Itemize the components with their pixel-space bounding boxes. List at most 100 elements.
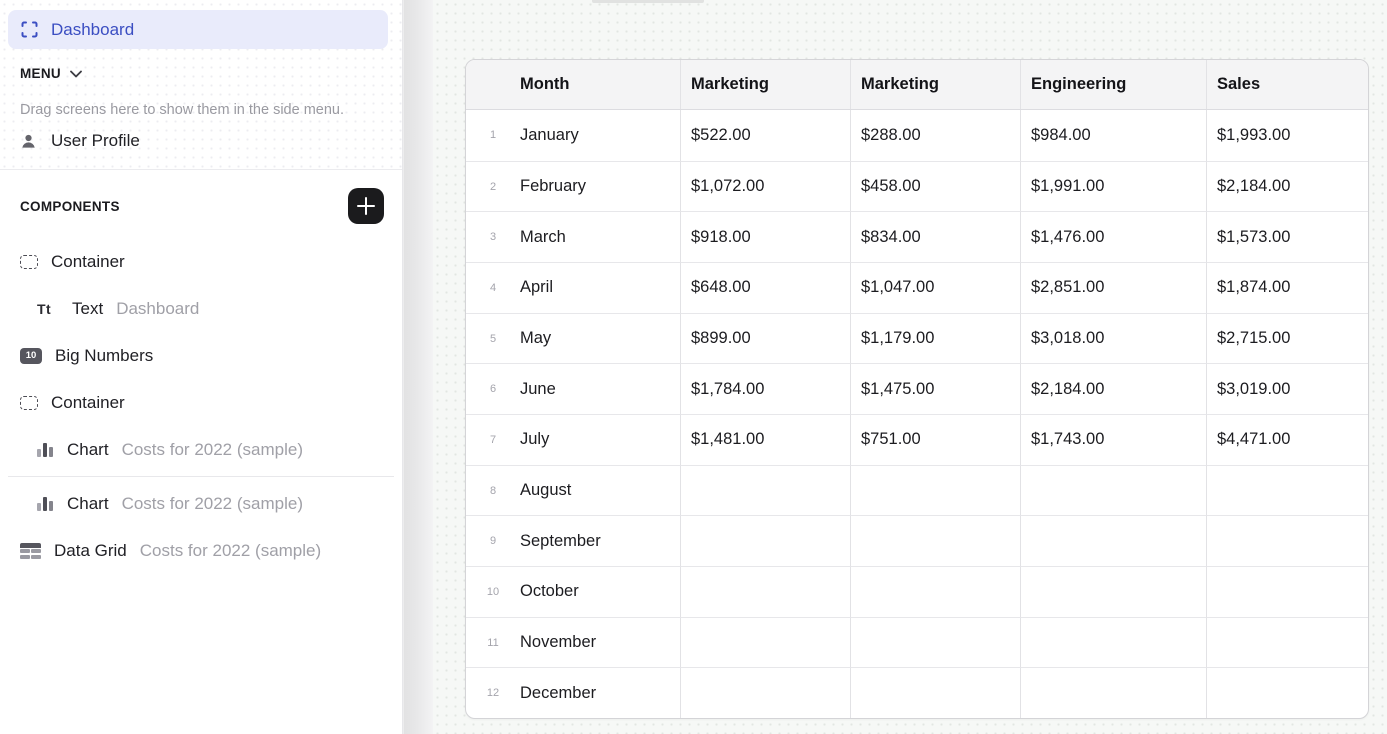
component-item-big-numbers[interactable]: 10 Big Numbers	[0, 332, 402, 379]
component-item-chart[interactable]: Chart Costs for 2022 (sample)	[0, 426, 402, 473]
month-cell[interactable]: 1 January	[466, 110, 680, 161]
table-row: 6 June $1,784.00 $1,475.00 $2,184.00 $3,019.0…	[466, 363, 1368, 415]
value-cell[interactable]	[850, 515, 1020, 567]
component-item-chart[interactable]: Chart Costs for 2022 (sample)	[0, 480, 402, 527]
month-cell[interactable]: 5 May	[466, 312, 680, 364]
value-cell[interactable]: $1,475.00	[850, 363, 1020, 415]
value-cell[interactable]	[1020, 464, 1206, 516]
component-item-text[interactable]: Tt Text Dashboard	[0, 285, 402, 332]
table-row: 7 July $1,481.00 $751.00 $1,743.00 $4,471.00	[466, 414, 1368, 465]
value-cell[interactable]: $918.00	[680, 211, 850, 263]
value-cell[interactable]	[680, 667, 850, 718]
value-cell[interactable]: $1,179.00	[850, 312, 1020, 364]
value-cell[interactable]: $458.00	[850, 160, 1020, 212]
value-cell[interactable]: $522.00	[680, 110, 850, 161]
value-cell[interactable]: $2,851.00	[1020, 262, 1206, 313]
value-cell[interactable]	[1020, 616, 1206, 668]
month-value: March	[520, 227, 566, 246]
month-cell[interactable]: 2 February	[466, 160, 680, 212]
month-value: July	[520, 430, 550, 449]
month-cell[interactable]: 12 December	[466, 667, 680, 718]
value-cell[interactable]	[1206, 464, 1368, 516]
month-cell[interactable]: 9 September	[466, 515, 680, 566]
value-cell[interactable]	[680, 515, 850, 567]
value-cell[interactable]	[1206, 616, 1368, 668]
value-cell[interactable]: $984.00	[1020, 110, 1206, 161]
component-item-container[interactable]: Container	[0, 238, 402, 285]
value-cell[interactable]: $3,019.00	[1206, 363, 1368, 415]
table-row: 12 December	[466, 667, 1368, 718]
value-cell[interactable]: $1,991.00	[1020, 160, 1206, 212]
value-cell[interactable]	[1020, 667, 1206, 718]
screen-item-label: User Profile	[51, 131, 140, 150]
add-component-button[interactable]	[348, 188, 384, 224]
data-grid-component[interactable]: Month Marketing Marketing Engineering Sales …	[465, 59, 1369, 719]
table-header-row: Month Marketing Marketing Engineering Sales	[466, 60, 1368, 110]
chevron-down-icon[interactable]	[70, 70, 82, 78]
value-cell[interactable]	[850, 667, 1020, 718]
screen-item-user-profile[interactable]: User Profile	[20, 131, 140, 151]
value-cell[interactable]	[1206, 566, 1368, 617]
row-number: 6	[489, 383, 497, 396]
value-cell[interactable]	[1020, 515, 1206, 567]
value-cell[interactable]	[850, 616, 1020, 668]
value-cell[interactable]: $1,874.00	[1206, 262, 1368, 313]
value-cell[interactable]: $648.00	[680, 262, 850, 313]
scrollbar-gutter	[403, 0, 433, 734]
value-cell[interactable]: $288.00	[850, 110, 1020, 161]
value-cell[interactable]	[680, 464, 850, 516]
component-item-label: Chart	[67, 439, 109, 459]
row-number: 4	[489, 281, 497, 294]
component-item-label: Data Grid	[54, 540, 127, 560]
value-cell[interactable]: $1,743.00	[1020, 414, 1206, 465]
month-cell[interactable]: 6 June	[466, 363, 680, 414]
value-cell[interactable]: $1,784.00	[680, 363, 850, 415]
row-number: 10	[486, 585, 500, 598]
month-cell[interactable]: 7 July	[466, 414, 680, 465]
value-cell[interactable]: $2,715.00	[1206, 312, 1368, 364]
value-cell[interactable]	[1206, 667, 1368, 718]
value-cell[interactable]: $1,072.00	[680, 160, 850, 212]
value-cell[interactable]: $1,481.00	[680, 414, 850, 465]
row-number: 1	[489, 129, 497, 142]
value-cell[interactable]	[1020, 566, 1206, 617]
component-item-secondary: Costs for 2022 (sample)	[121, 439, 303, 459]
builder-sidebar: Dashboard MENU Drag screens here to show…	[0, 0, 403, 734]
value-cell[interactable]	[680, 616, 850, 668]
column-header-marketing[interactable]: Marketing	[850, 60, 1020, 109]
table-row: 1 January $522.00 $288.00 $984.00 $1,993.00	[466, 110, 1368, 161]
month-cell[interactable]: 3 March	[466, 211, 680, 262]
value-cell[interactable]: $899.00	[680, 312, 850, 364]
month-cell[interactable]: 8 August	[466, 464, 680, 516]
components-section-title: COMPONENTS	[20, 198, 120, 214]
screen-item-label: Dashboard	[51, 19, 135, 39]
value-cell[interactable]: $1,047.00	[850, 262, 1020, 313]
screen-item-dashboard[interactable]: Dashboard	[8, 10, 388, 49]
value-cell[interactable]: $2,184.00	[1020, 363, 1206, 415]
value-cell[interactable]: $4,471.00	[1206, 414, 1368, 465]
value-cell[interactable]: $1,476.00	[1020, 211, 1206, 263]
value-cell[interactable]: $2,184.00	[1206, 160, 1368, 212]
value-cell[interactable]: $834.00	[850, 211, 1020, 263]
component-item-container[interactable]: Container	[0, 379, 402, 426]
table-row: 4 April $648.00 $1,047.00 $2,851.00 $1,874.00	[466, 262, 1368, 313]
value-cell[interactable]	[850, 464, 1020, 516]
value-cell[interactable]	[850, 566, 1020, 617]
month-cell[interactable]: 4 April	[466, 262, 680, 313]
value-cell[interactable]: $1,993.00	[1206, 110, 1368, 161]
month-cell[interactable]: 10 October	[466, 566, 680, 617]
month-cell[interactable]: 11 November	[466, 616, 680, 668]
column-header-marketing[interactable]: Marketing	[680, 60, 850, 109]
column-header-engineering[interactable]: Engineering	[1020, 60, 1206, 109]
value-cell[interactable]: $3,018.00	[1020, 312, 1206, 364]
preview-canvas: Month Marketing Marketing Engineering Sales …	[433, 0, 1387, 734]
month-value: April	[520, 278, 554, 297]
value-cell[interactable]: $751.00	[850, 414, 1020, 465]
column-header-sales[interactable]: Sales	[1206, 60, 1368, 109]
value-cell[interactable]	[1206, 515, 1368, 567]
value-cell[interactable]: $1,573.00	[1206, 211, 1368, 263]
value-cell[interactable]	[680, 566, 850, 617]
row-number: 3	[489, 231, 497, 244]
component-item-data-grid[interactable]: Data Grid Costs for 2022 (sample)	[0, 527, 402, 574]
column-header-month[interactable]: Month	[520, 75, 570, 93]
